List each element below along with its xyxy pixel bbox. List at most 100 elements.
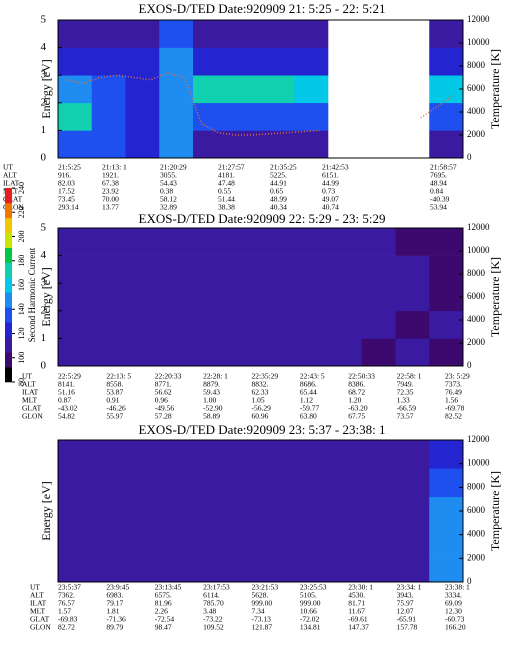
orbit-cell: 1.20 [348, 396, 361, 405]
heat-cell [361, 525, 396, 554]
orbit-cell: 63.80 [300, 412, 317, 421]
heat-cell [159, 20, 194, 48]
orbit-cell: 73.57 [397, 412, 414, 421]
y2-tick-label: 0 [467, 152, 472, 162]
heat-cell [429, 310, 464, 339]
heat-cell [125, 440, 160, 469]
orbit-cell: 0.84 [430, 187, 443, 196]
y2-tick-label: 6000 [467, 83, 486, 93]
orbit-cell: 79.17 [106, 599, 123, 608]
heat-cell [193, 20, 228, 48]
orbit-cell: 1.81 [106, 607, 119, 616]
orbit-cell: 7362. [58, 591, 75, 600]
heat-cell [294, 338, 329, 367]
orbit-cell: -73.22 [203, 615, 223, 624]
heat-cell [226, 20, 261, 48]
heat-cell [58, 102, 93, 131]
heat-cell [125, 130, 160, 159]
y-tick-label: 4 [41, 41, 47, 53]
colorbar-tick-label: 120 [17, 328, 26, 340]
heat-cell [159, 468, 194, 498]
heat-cell [91, 338, 126, 367]
colorbar-tick-label: 240 [17, 182, 26, 194]
heat-cell [159, 255, 194, 284]
heat-cell [193, 255, 228, 284]
colorbar-segment [5, 277, 12, 293]
orbit-cell: 21:5:25 [58, 163, 81, 172]
heat-cell [260, 20, 295, 48]
orbit-cell: -56.29 [252, 404, 272, 413]
heat-cell [294, 255, 329, 284]
orbit-cell: 69.09 [445, 599, 462, 608]
y2-tick-label: 12000 [467, 222, 490, 232]
heat-cell [429, 338, 464, 367]
heat-cell [91, 75, 126, 104]
heat-cell [159, 283, 194, 312]
orbit-cell: 58.89 [203, 412, 220, 421]
orbit-cell: 7695. [430, 171, 447, 180]
orbit-cell: 785.70 [203, 599, 224, 608]
colorbar-segment [5, 292, 12, 308]
heat-cell [91, 47, 126, 76]
orbit-cell: 22:58: 1 [397, 372, 422, 381]
orbit-cell: 4181. [218, 171, 235, 180]
orbit-cell: 67.75 [348, 412, 365, 421]
orbit-row-label: GLON [22, 412, 43, 421]
orbit-cell: -73.13 [252, 615, 272, 624]
orbit-row-label: GLAT [30, 615, 50, 624]
y2-tick-label: 12000 [467, 14, 490, 24]
orbit-cell: 8386. [348, 380, 365, 389]
y-tick-label: 5 [41, 14, 47, 26]
heat-cell [226, 228, 261, 256]
orbit-cell: 6114. [203, 591, 220, 600]
orbit-cell: 54.82 [58, 412, 75, 421]
heat-cell [395, 228, 430, 256]
y2-tick-label: 10000 [467, 37, 490, 47]
orbit-row-label: GLON [30, 623, 51, 632]
y-tick-label: 1 [41, 332, 47, 344]
heat-cell [159, 130, 194, 159]
orbit-cell: 22:50:33 [348, 372, 375, 381]
heat-cell [91, 553, 126, 583]
heat-cell [294, 440, 329, 469]
colorbar-segment [5, 247, 12, 263]
y-tick-label: 5 [41, 222, 47, 234]
orbit-cell: 8832. [252, 380, 269, 389]
orbit-cell: 62.33 [252, 388, 269, 397]
orbit-row-label: GLAT [3, 195, 23, 204]
orbit-cell: 72.35 [397, 388, 414, 397]
heat-cell [294, 20, 329, 48]
y-tick-label: 3 [41, 277, 47, 289]
heat-cell [91, 525, 126, 554]
heat-cell [260, 496, 295, 526]
heat-cell [159, 496, 194, 526]
heat-cell [361, 338, 396, 367]
heat-cell [294, 130, 329, 159]
heat-cell [58, 75, 93, 104]
heat-cell [361, 440, 396, 469]
heat-cell [328, 228, 363, 256]
heat-cell [294, 47, 329, 76]
orbit-row-label: ILAT [22, 388, 39, 397]
heat-cell [294, 525, 329, 554]
heat-cell [193, 553, 228, 583]
y2-tick-label: 0 [467, 576, 472, 586]
heat-cell [159, 525, 194, 554]
heat-cell [125, 496, 160, 526]
orbit-cell: 134.81 [300, 623, 321, 632]
heat-cell [159, 75, 194, 104]
heat-cell [328, 310, 363, 339]
orbit-cell: 21:20:29 [160, 163, 187, 172]
colorbar-segment [5, 367, 12, 383]
heat-cell [91, 228, 126, 256]
y2-tick-label: 12000 [467, 434, 490, 444]
heat-cell [91, 496, 126, 526]
orbit-cell: -49.56 [155, 404, 175, 413]
orbit-cell: 21:42:53 [322, 163, 349, 172]
heat-cell [58, 228, 93, 256]
orbit-cell: 53.94 [430, 203, 447, 212]
chart-title: EXOS-D/TED Date:920909 23: 5:37 - 23:38:… [139, 422, 386, 437]
heat-cell [125, 47, 160, 76]
orbit-cell: -72.02 [300, 615, 320, 624]
heat-cell [193, 468, 228, 498]
